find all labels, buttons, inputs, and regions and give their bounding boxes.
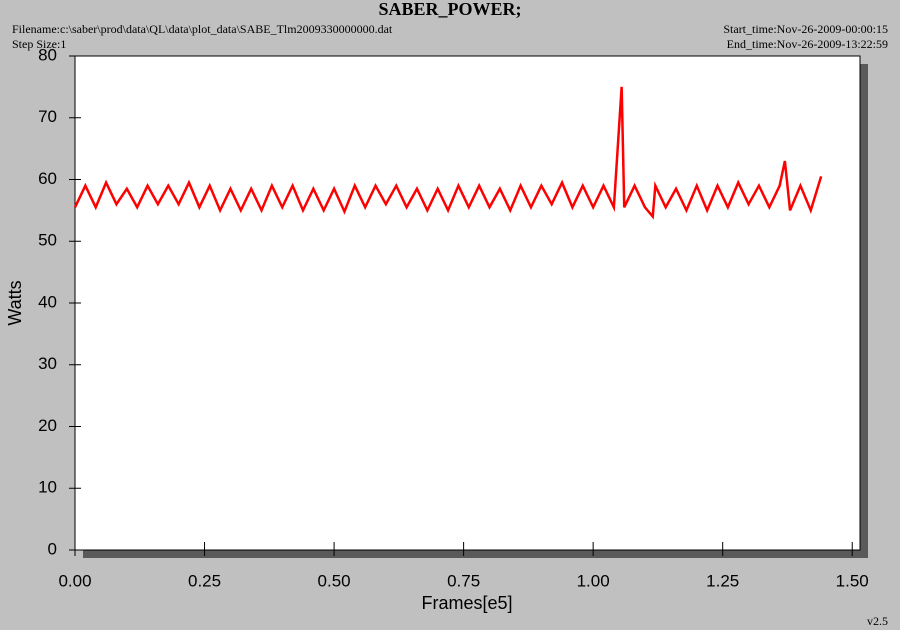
step-size: Step Size:1 [12,37,66,51]
y-tick-label: 80 [38,45,57,64]
y-tick-label: 40 [38,292,57,311]
x-tick-label: 1.25 [706,571,739,590]
y-tick-label: 0 [48,539,57,558]
x-axis-label: Frames[e5] [421,593,512,613]
plot-area [74,55,861,551]
x-tick-label: 0.00 [58,571,91,590]
end-time: End_time:Nov-26-2009-13:22:59 [727,37,888,51]
filename: Filename:c:\saber\prod\data\QL\data\plot… [12,22,393,36]
data-line [73,86,823,220]
x-tick-label: 0.50 [318,571,351,590]
chart-title: SABER_POWER; [378,0,521,19]
y-tick-label: 20 [38,416,57,435]
x-tick-label: 0.25 [188,571,221,590]
y-tick-label: 10 [38,478,57,497]
start-time: Start_time:Nov-26-2009-00:00:15 [723,22,888,36]
y-tick-label: 50 [38,231,57,250]
y-tick-label: 30 [38,354,57,373]
y-tick-label: 60 [38,169,57,188]
version: v2.5 [867,614,888,628]
y-axis-label: Watts [5,280,25,325]
x-tick-label: 1.50 [836,571,869,590]
x-tick-label: 0.75 [447,571,480,590]
y-tick-label: 70 [38,107,57,126]
x-tick-label: 1.00 [577,571,610,590]
